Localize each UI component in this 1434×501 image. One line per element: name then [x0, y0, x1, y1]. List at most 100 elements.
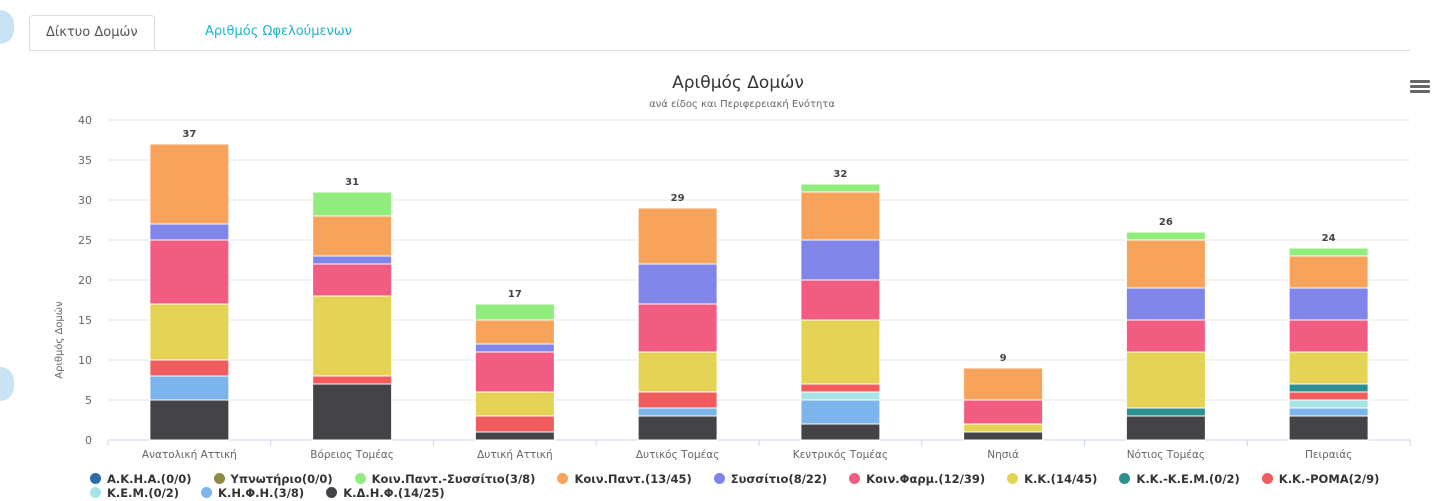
- bar-segment[interactable]: [312, 263, 393, 297]
- bar-segment[interactable]: [1288, 319, 1369, 353]
- bar-segment[interactable]: [637, 391, 718, 409]
- x-tick-label: Νότιος Τομέας: [1127, 449, 1205, 461]
- bar-segment[interactable]: [800, 279, 881, 321]
- legend-item[interactable]: Κ.Κ.-ΡΟΜΑ(2/9): [1261, 472, 1379, 486]
- bar-segment[interactable]: [1288, 407, 1369, 417]
- bar-segment[interactable]: [474, 351, 555, 393]
- bar-segment[interactable]: [800, 319, 881, 385]
- bar-segment[interactable]: [1288, 415, 1369, 441]
- bar-segment[interactable]: [800, 399, 881, 425]
- legend-color-dot: [354, 473, 366, 484]
- bar-segment[interactable]: [312, 215, 393, 257]
- bar-segment[interactable]: [637, 263, 718, 305]
- stacked-bar-chart: Αριθμός Δομών ανά είδος και Περιφερειακή…: [53, 73, 1411, 461]
- legend-item[interactable]: Κοιν.Παντ.-Συσσίτιο(3/8): [354, 472, 535, 486]
- x-axis-ticks: Ανατολική Αττική Βόρειος Τομέας Δυτική Αττ…: [107, 440, 1411, 461]
- bar-segment[interactable]: [800, 183, 881, 193]
- legend-item[interactable]: Κ.Κ.(14/45): [1007, 472, 1097, 486]
- legend-color-dot: [90, 473, 101, 484]
- legend-item[interactable]: Κ.Κ.-Κ.Ε.Μ.(0/2): [1119, 472, 1240, 486]
- legend-label: Κ.Η.Φ.Η.(3/8): [218, 486, 305, 500]
- bar-segment[interactable]: [637, 415, 718, 441]
- legend-item[interactable]: Κοιν.Φαρμ.(12/39): [849, 472, 985, 486]
- grid: [108, 119, 1410, 441]
- legend-item[interactable]: Συσσίτιο(8/22): [713, 472, 827, 486]
- y-tick-label: 30: [78, 194, 92, 207]
- bar-segment[interactable]: [800, 239, 881, 281]
- bar-segment[interactable]: [1125, 319, 1206, 353]
- bar-segment[interactable]: [963, 367, 1044, 401]
- bar-segment[interactable]: [1125, 407, 1206, 417]
- bar-segment[interactable]: [149, 143, 230, 225]
- legend-label: Κ.Κ.-Κ.Ε.Μ.(0/2): [1136, 472, 1240, 486]
- bar-segment[interactable]: [474, 391, 555, 417]
- bar-segment[interactable]: [1125, 351, 1206, 409]
- bar-segment[interactable]: [474, 303, 555, 321]
- y-axis-label: Αριθμός Δομών: [53, 301, 65, 379]
- bar-segment[interactable]: [149, 375, 230, 401]
- legend-color-dot: [90, 487, 101, 498]
- bar-segment[interactable]: [963, 399, 1044, 425]
- bar-segment[interactable]: [1125, 415, 1206, 441]
- y-axis-ticks: 0 5 10 15 20 25 30 35 40: [78, 114, 92, 447]
- x-tick-label: Νησιά: [987, 449, 1019, 461]
- legend-item[interactable]: Κοιν.Παντ.(13/45): [557, 472, 692, 486]
- bar-segment[interactable]: [149, 239, 230, 305]
- bar-segment[interactable]: [1125, 287, 1206, 321]
- bar-total-label: 32: [833, 169, 847, 180]
- bar-segment[interactable]: [637, 351, 718, 393]
- legend-label: Α.Κ.Η.Α.(0/0): [107, 472, 192, 486]
- bar-total-label: 29: [671, 193, 685, 204]
- y-tick-label: 25: [78, 234, 92, 247]
- legend-item[interactable]: Κ.Η.Φ.Η.(3/8): [201, 486, 304, 500]
- bar-segment[interactable]: [1288, 391, 1369, 401]
- bar-segment[interactable]: [1288, 399, 1369, 409]
- bar-segment[interactable]: [1288, 351, 1369, 385]
- left-edge-marker-bottom: [0, 367, 14, 401]
- bar-segment[interactable]: [474, 319, 555, 345]
- bar-segment[interactable]: [312, 383, 393, 441]
- bar-segment[interactable]: [474, 343, 555, 353]
- bar-segment[interactable]: [474, 431, 555, 441]
- bar-segment[interactable]: [637, 407, 718, 417]
- bar-segment[interactable]: [800, 383, 881, 393]
- bar-segment[interactable]: [1125, 231, 1206, 241]
- bar-segment[interactable]: [312, 191, 393, 217]
- y-tick-label: 15: [78, 314, 92, 327]
- bar-segment[interactable]: [963, 423, 1044, 433]
- bar-segment[interactable]: [474, 415, 555, 433]
- bar-segment[interactable]: [637, 303, 718, 353]
- bar-segment[interactable]: [149, 399, 230, 441]
- bar-segment[interactable]: [312, 295, 393, 377]
- legend-item[interactable]: Κ.Ε.Μ.(0/2): [90, 486, 179, 500]
- legend-item[interactable]: Κ.Δ.Η.Φ.(14/25): [326, 486, 445, 500]
- hamburger-menu-icon[interactable]: [1410, 80, 1430, 94]
- legend-item[interactable]: Υπνωτήριο(0/0): [213, 472, 333, 486]
- bar-segment[interactable]: [963, 431, 1044, 441]
- bar-segment[interactable]: [149, 359, 230, 377]
- legend-color-dot: [713, 473, 725, 484]
- legend-color-dot: [201, 487, 213, 498]
- bar-segment[interactable]: [1125, 239, 1206, 289]
- bar-segment[interactable]: [1288, 383, 1369, 393]
- legend-label: Κ.Ε.Μ.(0/2): [107, 486, 180, 500]
- legend-color-dot: [1119, 473, 1131, 484]
- x-tick-label: Κεντρικός Τομέας: [793, 449, 888, 461]
- bar-segment[interactable]: [312, 375, 393, 385]
- bar-segment[interactable]: [637, 207, 718, 265]
- x-tick-label: Ανατολική Αττική: [142, 449, 237, 461]
- bar-segment[interactable]: [312, 255, 393, 265]
- bar-segment[interactable]: [800, 423, 881, 441]
- legend-item[interactable]: Α.Κ.Η.Α.(0/0): [90, 472, 192, 486]
- bar-total-label: 26: [1159, 217, 1173, 228]
- tab-beneficiaries[interactable]: Αριθμός Ωφελούμενων: [205, 24, 352, 39]
- bar-segment[interactable]: [149, 303, 230, 361]
- bar-segment[interactable]: [1288, 247, 1369, 257]
- bar-segment[interactable]: [1288, 287, 1369, 321]
- bar-segment[interactable]: [149, 223, 230, 241]
- x-tick-label: Πειραιάς: [1305, 449, 1352, 461]
- bar-segment[interactable]: [800, 191, 881, 241]
- bar-segment[interactable]: [1288, 255, 1369, 289]
- bar-segment[interactable]: [800, 391, 881, 401]
- tab-network[interactable]: Δίκτυο Δομών: [29, 15, 155, 51]
